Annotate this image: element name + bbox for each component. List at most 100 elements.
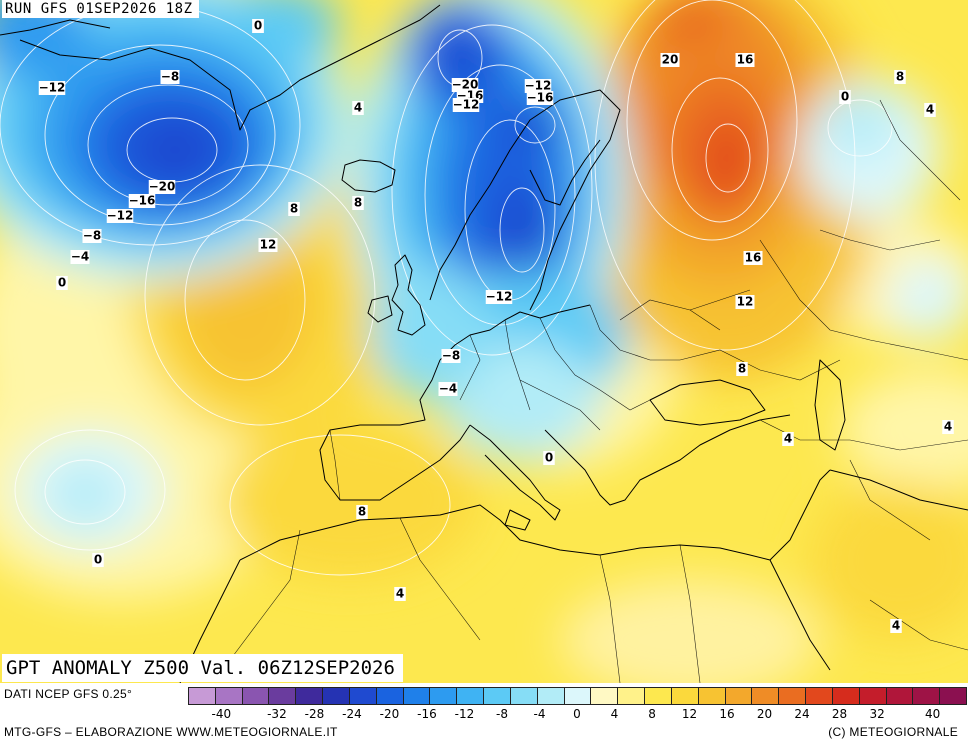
contour-label: 0 xyxy=(92,553,104,567)
svg-text:−16: −16 xyxy=(527,91,554,105)
contour-label: 4 xyxy=(924,103,936,117)
contour-label: 4 xyxy=(890,619,902,633)
svg-text:0: 0 xyxy=(58,276,66,290)
svg-text:4: 4 xyxy=(892,619,900,633)
map-title: GPT ANOMALY Z500 Val. 06Z12SEP2026 xyxy=(2,654,403,682)
contour-label: −12 xyxy=(486,290,512,304)
colorbar-swatch xyxy=(670,687,699,705)
colorbar-swatch xyxy=(188,687,216,705)
contour-label: 12 xyxy=(258,238,278,252)
colorbar-tick: 40 xyxy=(925,707,941,721)
contour-label: 4 xyxy=(352,101,364,115)
contour-label: −8 xyxy=(441,349,461,363)
colorbar-swatch xyxy=(617,687,646,705)
colorbar-tick: 20 xyxy=(756,707,773,721)
svg-text:−8: −8 xyxy=(161,70,179,84)
svg-text:8: 8 xyxy=(738,362,746,376)
svg-text:20: 20 xyxy=(662,53,679,67)
colorbar-tick: -4 xyxy=(533,707,546,721)
svg-text:16: 16 xyxy=(745,251,762,265)
contour-label: 12 xyxy=(735,295,755,309)
svg-text:−8: −8 xyxy=(83,229,101,243)
contour-label: 0 xyxy=(252,19,264,33)
colorbar-swatch xyxy=(831,687,860,705)
svg-text:−20: −20 xyxy=(149,180,176,194)
contour-label: −16 xyxy=(129,194,156,208)
svg-text:8: 8 xyxy=(896,70,904,84)
colorbar-tick: -24 xyxy=(342,707,362,721)
colorbar-swatch xyxy=(322,687,350,705)
credit-left: MTG-GFS – ELABORAZIONE WWW.METEOGIORNALE… xyxy=(4,725,338,739)
colorbar-swatch xyxy=(939,687,968,705)
contour-label: 0 xyxy=(543,451,555,465)
colorbar-tick: -28 xyxy=(304,707,325,721)
colorbar-tick: -32 xyxy=(267,707,287,721)
colorbar-swatch xyxy=(295,687,324,705)
svg-text:0: 0 xyxy=(254,19,262,33)
colorbar-swatch xyxy=(375,687,404,705)
colorbar-swatch xyxy=(536,687,565,705)
colorbar-tick: 8 xyxy=(648,707,656,721)
contour-label: −8 xyxy=(82,229,102,243)
colorbar-tick: 0 xyxy=(573,707,581,721)
colorbar-swatch xyxy=(509,687,538,705)
colorbar-swatch xyxy=(805,687,833,705)
contour-label: 8 xyxy=(736,362,748,376)
svg-text:−4: −4 xyxy=(439,382,457,396)
contour-label: −20 xyxy=(452,78,478,92)
colorbar-tick: -12 xyxy=(454,707,475,721)
credit-right: (C) METEOGIORNALE xyxy=(828,725,958,739)
contour-label: 0 xyxy=(56,276,68,290)
contour-label: −4 xyxy=(70,250,90,264)
contour-label: 8 xyxy=(894,70,906,84)
svg-text:−16: −16 xyxy=(129,194,156,208)
svg-text:4: 4 xyxy=(944,420,952,434)
colorbar-swatch xyxy=(456,687,485,705)
svg-text:0: 0 xyxy=(94,553,102,567)
colorbar-swatch xyxy=(268,687,297,705)
colorbar-swatch xyxy=(885,687,914,705)
colorbar-tick: -8 xyxy=(495,707,508,721)
svg-text:12: 12 xyxy=(737,295,754,309)
contour-label: 0 xyxy=(839,90,851,104)
colorbar-swatch xyxy=(348,687,377,705)
country-borders xyxy=(229,99,968,683)
contour-label: 4 xyxy=(942,420,954,434)
svg-text:4: 4 xyxy=(926,103,934,117)
data-source-label: DATI NCEP GFS 0.25° xyxy=(4,687,133,701)
colorbar-tick: 28 xyxy=(831,707,848,721)
coastlines xyxy=(0,4,968,683)
contour-label: −8 xyxy=(160,70,180,84)
svg-text:−12: −12 xyxy=(107,209,134,223)
colorbar-swatch xyxy=(429,687,458,705)
contour-label: −12 xyxy=(525,79,552,93)
svg-text:0: 0 xyxy=(545,451,553,465)
colorbar-swatch xyxy=(483,687,511,705)
svg-text:0: 0 xyxy=(841,90,849,104)
contour-label: 8 xyxy=(352,196,364,210)
colorbar-tick: 4 xyxy=(610,707,619,721)
contour-label: 16 xyxy=(735,53,755,67)
colorbar-tick: 12 xyxy=(681,707,698,721)
contour-label: −12 xyxy=(39,81,66,95)
colorbar-swatch xyxy=(241,687,270,705)
colorbar-tick: 24 xyxy=(794,707,810,721)
contour-label-layer: −12−804−20−16−12−8−408812−20−16−12−12−16… xyxy=(39,19,954,633)
svg-text:12: 12 xyxy=(260,238,277,252)
colorbar-swatch xyxy=(402,687,431,705)
contour-label: 4 xyxy=(782,432,794,446)
colorbar-swatch xyxy=(858,687,887,705)
colorbar-swatch xyxy=(751,687,780,705)
svg-text:−12: −12 xyxy=(39,81,66,95)
colorbar-tick: 32 xyxy=(869,707,885,721)
colorbar-tick: -20 xyxy=(379,707,400,721)
contour-label: −16 xyxy=(527,91,554,105)
legend-panel: DATI NCEP GFS 0.25° -40 -32 -28 -24 -20 -16 -1… xyxy=(0,683,968,745)
svg-text:4: 4 xyxy=(354,101,362,115)
contour-label: −4 xyxy=(438,382,458,396)
svg-text:8: 8 xyxy=(290,202,298,216)
colorbar-swatch xyxy=(778,687,807,705)
colorbar-swatch xyxy=(912,687,941,705)
svg-text:−12: −12 xyxy=(453,98,480,112)
svg-text:−12: −12 xyxy=(525,79,552,93)
